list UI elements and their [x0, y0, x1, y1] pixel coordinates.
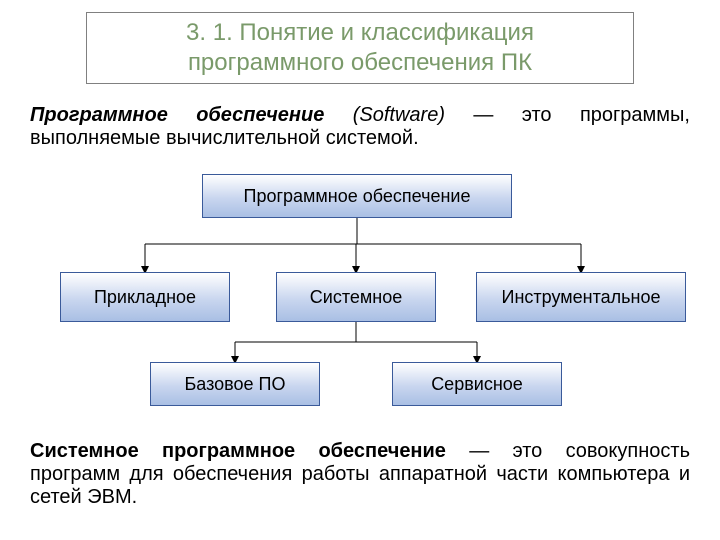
diagram-node-app: Прикладное [60, 272, 230, 322]
definition2-dash: — [469, 440, 489, 462]
definition2-term: Системное программное обеспечение [30, 440, 446, 462]
definition-english: (Software) [353, 104, 445, 126]
section-title-line1: 3. 1. Понятие и классификация [186, 18, 534, 48]
definition2-tail1: это [512, 440, 542, 462]
diagram-node-serv: Сервисное [392, 362, 562, 406]
diagram-node-root: Программное обеспечение [202, 174, 512, 218]
definition-software: Программное обеспечение (Software) — это… [30, 104, 690, 150]
section-title-box: 3. 1. Понятие и классификация программно… [86, 12, 634, 84]
definition-term: Программное обеспечение [30, 104, 324, 126]
diagram-node-sys: Системное [276, 272, 436, 322]
definition-tail1: это [522, 104, 552, 126]
definition-dash: — [473, 104, 493, 126]
diagram-node-base: Базовое ПО [150, 362, 320, 406]
diagram-node-tool: Инструментальное [476, 272, 686, 322]
section-title-line2: программного обеспечения ПК [188, 48, 532, 78]
definition-system-software: Системное программное обеспечение — это … [30, 440, 690, 509]
